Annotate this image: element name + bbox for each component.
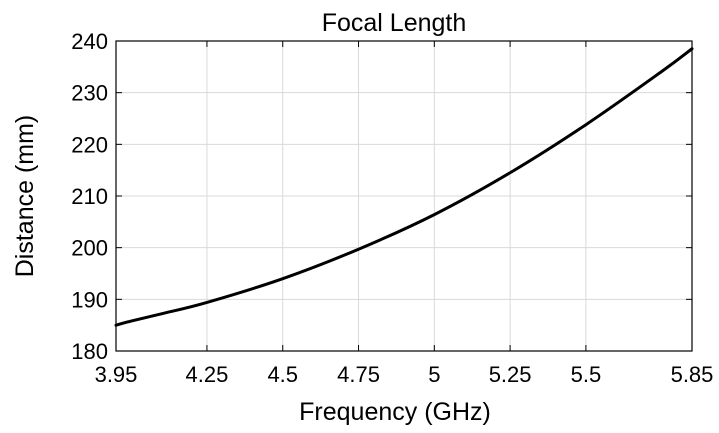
chart-title: Focal Length xyxy=(322,9,467,37)
x-axis-title: Frequency (GHz) xyxy=(299,398,491,426)
x-tick-label: 5.25 xyxy=(489,362,532,387)
y-tick-label: 210 xyxy=(71,184,108,209)
x-tick-label: 4.5 xyxy=(267,362,298,387)
y-tick-label: 240 xyxy=(71,29,108,54)
x-tick-label: 5.85 xyxy=(671,362,714,387)
y-tick-label: 180 xyxy=(71,339,108,364)
x-tick-label: 4.75 xyxy=(337,362,380,387)
series-line xyxy=(114,47,694,327)
y-tick-label: 230 xyxy=(71,81,108,106)
y-tick-label: 220 xyxy=(71,132,108,157)
y-tick-label: 190 xyxy=(71,287,108,312)
y-tick-labels: 180 190 200 210 220 230 240 xyxy=(71,29,108,364)
x-tick-label: 4.25 xyxy=(186,362,229,387)
y-tick-label: 200 xyxy=(71,236,108,261)
x-tick-labels: 3.95 4.25 4.5 4.75 5 5.25 5.5 5.85 xyxy=(95,362,714,387)
y-axis-title: Distance (mm) xyxy=(11,115,39,278)
x-tick-label: 5.5 xyxy=(571,362,602,387)
ticks xyxy=(115,40,693,352)
grid xyxy=(115,40,693,352)
x-tick-label: 3.95 xyxy=(95,362,138,387)
x-tick-label: 5 xyxy=(428,362,440,387)
series-layer xyxy=(114,47,694,327)
